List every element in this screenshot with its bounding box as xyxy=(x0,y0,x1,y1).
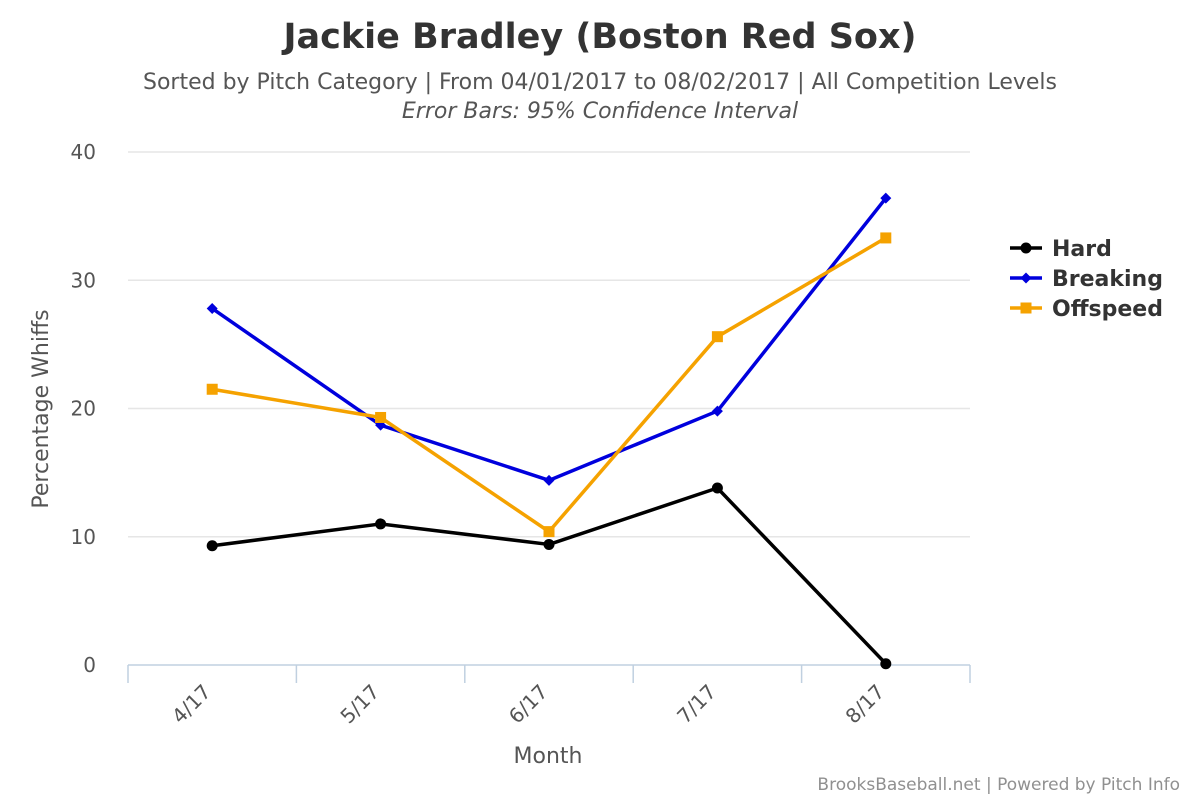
y-tick-label: 10 xyxy=(71,525,96,549)
series-hard xyxy=(206,482,892,670)
x-axis-ticks: 4/17 5/17 6/17 7/17 8/17 xyxy=(167,680,889,729)
y-axis-label: Percentage Whiffs xyxy=(29,309,54,508)
data-point-offspeed xyxy=(375,411,387,423)
data-point-hard xyxy=(880,658,892,670)
x-axis xyxy=(127,664,971,683)
legend-item-hard[interactable]: Hard xyxy=(1010,237,1112,262)
series-line-hard xyxy=(210,486,888,666)
y-tick-label: 40 xyxy=(71,140,96,164)
data-point-offspeed xyxy=(543,526,555,538)
data-point-breaking xyxy=(711,405,723,417)
legend-label-hard: Hard xyxy=(1052,237,1112,262)
legend-label-offspeed: Offspeed xyxy=(1052,297,1163,322)
chart-subtitle-error-bars: Error Bars: 95% Confidence Interval xyxy=(402,99,798,124)
x-tick-label: 8/17 xyxy=(841,680,890,729)
series-group xyxy=(206,192,892,670)
chart-subtitle: Sorted by Pitch Category | From 04/01/20… xyxy=(143,70,1057,95)
y-tick-label: 0 xyxy=(83,653,96,677)
chart-title: Jackie Bradley (Boston Red Sox) xyxy=(281,17,916,57)
legend-item-breaking[interactable]: Breaking xyxy=(1010,267,1163,292)
legend-marker-hard xyxy=(1020,242,1032,254)
legend-item-offspeed[interactable]: Offspeed xyxy=(1010,297,1163,322)
data-point-hard xyxy=(543,538,555,550)
data-point-offspeed xyxy=(880,232,892,244)
data-point-breaking xyxy=(206,302,218,314)
data-point-offspeed xyxy=(711,331,723,343)
series-offspeed xyxy=(206,232,892,538)
data-point-hard xyxy=(711,482,723,494)
legend-label-breaking: Breaking xyxy=(1052,267,1163,292)
series-line-offspeed xyxy=(210,236,888,534)
data-point-hard xyxy=(375,518,387,530)
y-tick-label: 20 xyxy=(71,397,96,421)
series-line-breaking xyxy=(210,196,888,483)
data-point-hard xyxy=(206,540,218,552)
y-axis-ticks: 0 10 20 30 40 xyxy=(71,140,96,677)
x-axis-label: Month xyxy=(514,744,583,769)
x-tick-label: 4/17 xyxy=(167,680,216,729)
y-tick-label: 30 xyxy=(71,268,96,292)
x-tick-label: 7/17 xyxy=(672,680,721,729)
legend-marker-offspeed xyxy=(1020,302,1032,314)
legend-marker-breaking xyxy=(1020,272,1032,284)
x-tick-label: 5/17 xyxy=(335,680,384,729)
series-breaking xyxy=(206,192,892,486)
data-point-breaking xyxy=(543,474,555,486)
x-tick-label: 6/17 xyxy=(504,680,553,729)
data-point-breaking xyxy=(880,192,892,204)
legend: Hard Breaking Offspeed xyxy=(1010,237,1163,322)
data-point-offspeed xyxy=(206,383,218,395)
chart-credit: BrooksBaseball.net | Powered by Pitch In… xyxy=(817,775,1180,795)
